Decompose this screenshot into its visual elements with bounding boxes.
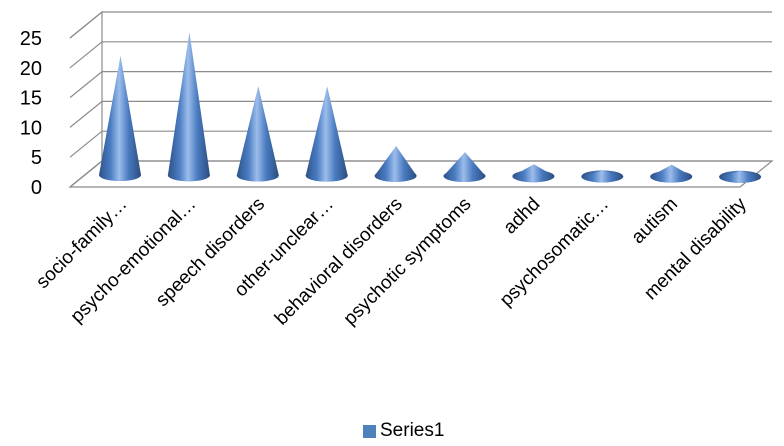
cone-bar xyxy=(99,55,141,181)
plot-area xyxy=(99,32,762,183)
legend-swatch xyxy=(363,424,376,438)
left-wall xyxy=(69,10,103,188)
legend-label: Series1 xyxy=(380,420,445,441)
cone-bar xyxy=(719,170,762,183)
cone-bar xyxy=(374,146,417,182)
x-tick-label: autism xyxy=(628,194,682,248)
cone-body xyxy=(650,164,693,183)
y-axis-ticks: 0 5 10 15 20 25 xyxy=(20,28,42,199)
cone-body xyxy=(167,32,210,182)
x-axis-labels: socio-family…psycho-emotional…speech dis… xyxy=(32,193,751,329)
y-tick-label: 10 xyxy=(20,117,42,139)
gridline xyxy=(69,71,772,99)
cone-body xyxy=(374,146,417,182)
cone-bar xyxy=(581,170,624,183)
x-tick-label: adhd xyxy=(500,194,545,239)
x-tick-label: behavioral disorders xyxy=(271,194,407,330)
y-tick-label: 15 xyxy=(20,88,42,110)
y-tick-label: 5 xyxy=(31,147,42,169)
cone-body xyxy=(719,170,762,183)
gridline xyxy=(69,41,772,69)
cone-bar xyxy=(305,86,348,182)
cone-body xyxy=(99,55,141,181)
x-tick-label: psycho-emotional… xyxy=(67,194,201,328)
cone-bar xyxy=(167,32,210,182)
legend: Series1 xyxy=(363,419,444,443)
y-tick-label: 0 xyxy=(31,177,42,199)
cone-body xyxy=(512,164,555,183)
cone-bar xyxy=(236,86,279,182)
x-tick-label: psychotic symptoms xyxy=(340,194,476,330)
y-tick-label: 20 xyxy=(20,58,42,80)
y-tick-label: 25 xyxy=(20,28,42,50)
gridline xyxy=(69,100,772,128)
cone-body xyxy=(443,152,486,182)
gridline xyxy=(69,11,772,39)
gridline xyxy=(69,130,772,158)
cone-bar xyxy=(443,152,486,182)
cone-bar xyxy=(512,164,555,183)
cone-body xyxy=(581,170,624,183)
cone-body xyxy=(305,86,348,182)
cone-bar xyxy=(650,164,693,183)
cone-body xyxy=(236,86,279,182)
